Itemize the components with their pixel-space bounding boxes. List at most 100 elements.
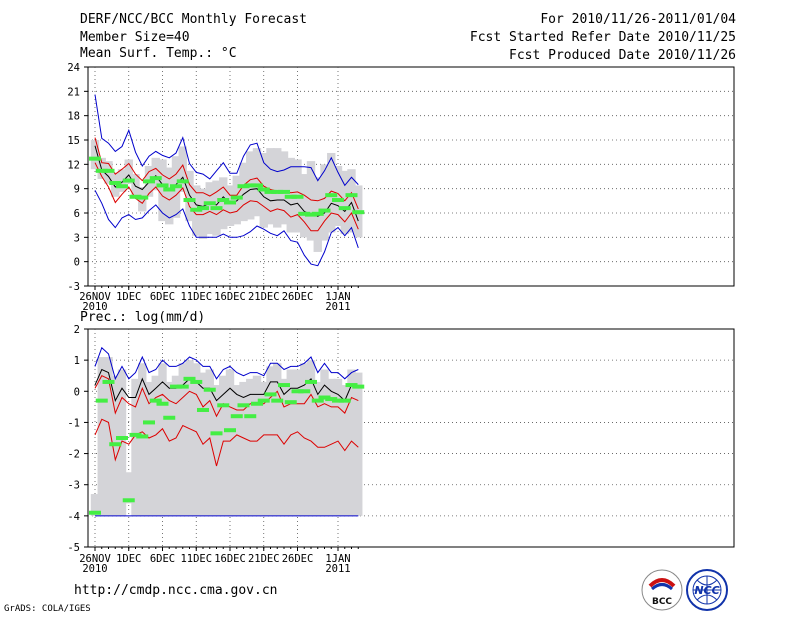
panel2-spread-box — [252, 375, 262, 516]
panel2-observed-marker — [291, 389, 304, 394]
panel2-observed-marker — [156, 401, 169, 406]
panel2-spread-box — [97, 357, 106, 516]
panel1-observed-marker — [210, 206, 223, 211]
panel1-series-max — [94, 94, 359, 187]
ncc-logo-icon: NCC — [686, 569, 728, 611]
panel1-observed-marker — [149, 176, 162, 181]
panel2-y-tick-label: -4 — [67, 511, 80, 523]
panel2-spread-box — [171, 375, 181, 516]
panel2-spread-box — [239, 381, 248, 516]
panel2-y-tick-label: 0 — [74, 386, 80, 398]
panel2-observed-marker — [230, 414, 243, 419]
panel2-observed-marker — [345, 383, 358, 388]
panel1-spread-box — [90, 140, 100, 170]
panel2-title: Prec.: log(mm/d) — [80, 310, 205, 325]
panel1-observed-marker — [183, 198, 196, 203]
panel1-x-tick-label: 11DEC — [180, 291, 212, 303]
panel1-spread-box — [178, 146, 187, 192]
panel2-spread-box — [293, 369, 302, 516]
panel2-spread-box — [279, 378, 289, 516]
panel2-spread-box — [219, 375, 228, 516]
panel2-spread-box — [178, 363, 187, 516]
panel1-x-tick-label: 6DEC — [150, 291, 175, 303]
panel1-y-tick-label: 18 — [67, 111, 80, 123]
panel2-observed-marker — [237, 403, 250, 408]
panel2-spread-box — [205, 369, 214, 516]
panel1-x-tick-label: 16DEC — [214, 291, 246, 303]
panel2-spread-box — [347, 369, 356, 516]
panel2-observed-marker — [251, 401, 263, 406]
panel2-observed-marker — [305, 379, 317, 384]
panel1-observed-marker — [230, 195, 243, 200]
panel2-y-tick-label: -3 — [67, 480, 80, 492]
grads-credit: GrADS: COLA/IGES — [4, 604, 91, 614]
panel1-spread-box — [333, 165, 343, 226]
panel1-y-tick-label: 12 — [67, 159, 80, 171]
panel2-observed-marker — [210, 431, 223, 436]
panel2-spread-box — [138, 363, 147, 516]
panel1-y-tick-label: 24 — [67, 62, 80, 74]
panel1-observed-marker — [271, 189, 284, 194]
source-url[interactable]: http://cmdp.ncc.cma.gov.cn — [74, 583, 278, 598]
panel2-observed-marker — [190, 379, 203, 384]
panel2-observed-marker — [257, 398, 270, 403]
panel1-observed-marker — [224, 200, 236, 205]
panel2-spread-box — [225, 369, 235, 516]
panel1-observed-marker — [156, 183, 169, 188]
panel1-observed-marker — [291, 194, 304, 199]
panel1-observed-marker — [338, 206, 351, 211]
panel1-spread-box — [165, 167, 174, 225]
panel2-observed-marker — [176, 384, 189, 389]
panel2-spread-box — [232, 385, 241, 516]
panel1-x-tick-label: 1JAN — [325, 291, 350, 303]
panel1-y-tick-label: 0 — [74, 257, 80, 269]
panel2-observed-marker — [352, 384, 365, 389]
panel2-spread-box — [246, 378, 255, 516]
panel2-spread-box — [212, 385, 221, 516]
panel2-observed-marker — [311, 398, 324, 403]
panel2-frame — [87, 328, 735, 548]
panel2-y-tick-label: 2 — [74, 324, 80, 336]
panel2-observed-marker — [95, 398, 108, 403]
panel2-x-tick-label: 1JAN — [325, 553, 350, 565]
panel2-spread-box — [124, 472, 133, 504]
forecast-started-date: Fcst Started Refer Date 2010/11/25 — [469, 30, 736, 45]
panel2-x-tick-year: 2010 — [82, 563, 107, 575]
panel2-spread-box — [117, 369, 127, 516]
panel2-observed-marker — [244, 414, 257, 419]
panel2-observed-marker — [217, 403, 230, 408]
panel2-spread-box — [286, 369, 295, 516]
panel2-x-tick-label: 1DEC — [116, 553, 141, 565]
panel2-spread-box — [320, 369, 329, 516]
panel1-observed-marker — [305, 212, 317, 217]
panel1-x-tick-label: 21DEC — [248, 291, 280, 303]
panel1-observed-marker — [136, 195, 149, 200]
panel1-spread-box — [306, 161, 316, 241]
panel1-series-min — [94, 190, 359, 267]
panel2-spread-box — [90, 494, 100, 516]
panel1-observed-marker — [244, 183, 257, 188]
panel2-observed-marker — [224, 428, 236, 433]
panel2-spread-box — [266, 366, 275, 516]
panel1-observed-marker — [129, 194, 142, 199]
panel1-title: Mean Surf. Temp.: °C — [80, 46, 237, 61]
panel1-observed-marker — [102, 168, 115, 173]
panel1-observed-marker — [197, 206, 209, 211]
ncc-logo-text: NCC — [694, 584, 719, 597]
panel1-spread-box — [347, 169, 356, 233]
panel1-observed-marker — [257, 187, 270, 192]
chart-title: DERF/NCC/BCC Monthly Forecast — [80, 12, 307, 27]
panel1-observed-marker — [298, 211, 311, 216]
panel1-series-lower — [94, 162, 359, 232]
panel2-spread-box — [131, 378, 140, 516]
panel2-series-max — [94, 346, 359, 381]
panel2-observed-marker — [264, 392, 277, 397]
panel2-series-upper — [94, 368, 359, 402]
panel1-y-tick-label: 9 — [74, 184, 80, 196]
panel1-observed-marker — [89, 156, 101, 161]
panel1-spread-box — [151, 157, 160, 191]
panel2-spread-box — [259, 381, 268, 516]
panel2-spread-box — [327, 378, 336, 516]
panel1-x-tick-year: 2010 — [82, 301, 107, 313]
panel2-observed-marker — [338, 398, 351, 403]
